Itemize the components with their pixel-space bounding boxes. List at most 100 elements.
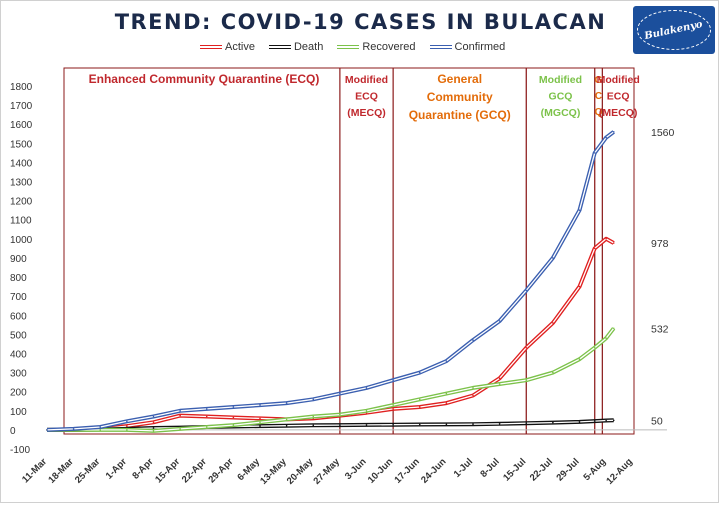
x-tick-label: 10-Jun [366, 456, 396, 486]
phase-label-5-0: Modified [597, 74, 640, 86]
y-tick-label: 1100 [10, 216, 32, 227]
phase-label-1-2: (MECQ) [347, 107, 386, 119]
data-point-recovered [339, 413, 341, 416]
legend-label-recovered: Recovered [362, 41, 416, 53]
end-label-active: 978 [651, 238, 669, 250]
legend-swatch-active [200, 45, 222, 49]
y-tick-label: 0 [10, 426, 16, 437]
data-point-confirmed [392, 379, 394, 382]
y-tick-label: 200 [10, 388, 27, 399]
data-point-death [578, 421, 581, 423]
series-line-inner-death [47, 419, 614, 431]
x-tick-label: 29-Apr [206, 456, 235, 485]
data-point-death [259, 425, 261, 427]
series-line-confirmed [46, 130, 615, 432]
legend-swatch-recovered [337, 45, 360, 49]
data-point-confirmed [152, 415, 155, 418]
data-point-recovered [392, 404, 394, 406]
y-tick-label: 1700 [10, 101, 33, 112]
data-point-confirmed [312, 398, 315, 401]
data-point-confirmed [126, 420, 128, 423]
data-point-active [578, 285, 581, 288]
phase-label-4-2: Q [595, 107, 603, 118]
x-tick-label: 11-Mar [20, 456, 49, 485]
data-point-death [285, 424, 288, 427]
data-point-recovered [525, 379, 528, 382]
data-point-recovered [418, 398, 421, 401]
phase-box-0 [63, 67, 341, 435]
legend: Active Death Recovered Confirmed [200, 41, 505, 53]
data-point-death [365, 424, 368, 426]
phase-label-5-2: (MECQ) [599, 107, 638, 119]
data-point-recovered [365, 409, 368, 412]
data-point-death [418, 423, 421, 426]
data-point-confirmed [285, 402, 288, 404]
data-point-recovered [232, 424, 235, 426]
data-point-recovered [152, 430, 155, 432]
x-tick-label: 15-Apr [153, 456, 182, 485]
phase-label-2-0: General [437, 72, 482, 86]
legend-label-active: Active [225, 41, 255, 53]
y-tick-label: 1500 [10, 139, 33, 150]
phase-box-5 [601, 67, 635, 435]
legend-label-death: Death [293, 41, 324, 53]
x-tick-label: 8-Apr [130, 456, 156, 482]
y-tick-label: 1200 [10, 197, 33, 208]
data-point-death [552, 421, 554, 424]
x-tick-label: 8-Jul [478, 456, 501, 479]
data-point-death [593, 420, 596, 422]
data-point-recovered [552, 371, 554, 374]
y-tick-label: 900 [10, 254, 27, 265]
phase-label-3-0: Modified [539, 74, 582, 86]
data-point-active [205, 415, 208, 418]
end-label-death: 50 [651, 415, 663, 427]
data-point-recovered [445, 392, 448, 395]
data-point-recovered [99, 429, 102, 431]
data-point-active [126, 425, 128, 427]
legend-item-confirmed: Confirmed [429, 41, 506, 53]
data-point-active [552, 322, 554, 324]
data-point-confirmed [99, 426, 102, 428]
legend-label-confirmed: Confirmed [454, 41, 506, 53]
data-point-confirmed [525, 289, 528, 292]
y-tick-label: 700 [10, 292, 27, 303]
series-line-inner-active [47, 238, 615, 431]
y-tick-label: 1600 [10, 120, 33, 131]
data-point-confirmed [418, 371, 421, 374]
phase-label-4-1: C [595, 91, 602, 102]
end-label-confirmed: 1560 [651, 127, 675, 139]
legend-item-recovered: Recovered [337, 41, 416, 53]
legend-item-death: Death [268, 41, 324, 53]
chart-title: TREND: COVID-19 CASES IN BULACAN [114, 10, 607, 34]
data-point-confirmed [72, 428, 75, 430]
data-point-confirmed [552, 257, 554, 259]
phase-box-4 [594, 67, 603, 435]
data-point-active [179, 414, 181, 417]
data-point-recovered [612, 327, 615, 330]
data-point-active [498, 377, 501, 380]
data-point-confirmed [365, 387, 368, 389]
data-point-active [525, 346, 528, 349]
data-point-recovered [126, 429, 128, 431]
x-tick-label: 24-Jun [419, 456, 449, 486]
data-point-death [392, 423, 394, 426]
data-point-confirmed [232, 406, 235, 408]
data-point-confirmed [612, 131, 615, 133]
x-tick-label: 22-Apr [180, 456, 209, 485]
y-tick-label: 600 [10, 311, 27, 322]
data-point-active [392, 408, 394, 410]
data-point-active [593, 247, 596, 250]
x-tick-label: 12-Aug [604, 456, 635, 487]
phase-label-5-1: ECQ [607, 91, 630, 103]
legend-swatch-death [268, 45, 291, 49]
data-point-active [418, 406, 421, 408]
data-point-active [445, 402, 448, 404]
data-point-death [472, 423, 474, 425]
y-tick-label: 1800 [10, 82, 33, 93]
data-point-confirmed [472, 339, 474, 341]
data-point-confirmed [205, 408, 208, 410]
data-point-recovered [605, 337, 607, 339]
phase-label-1-0: Modified [345, 74, 388, 86]
data-point-death [605, 419, 607, 422]
